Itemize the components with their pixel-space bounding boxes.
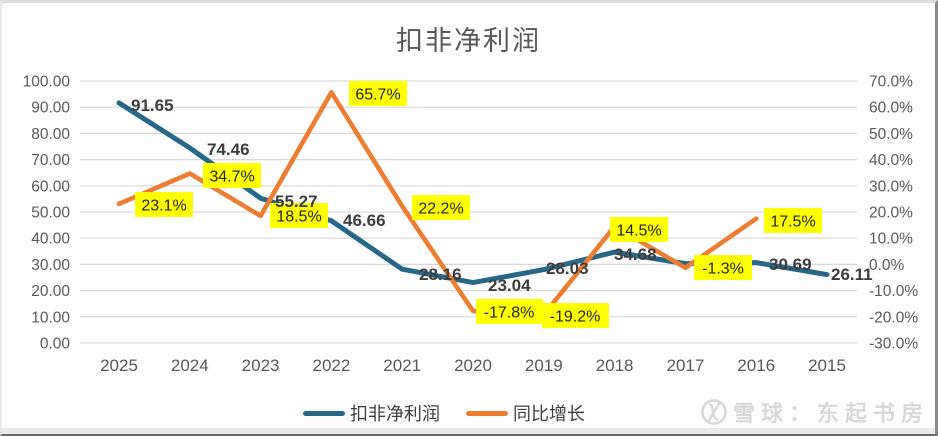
callout-label: 22.2% [418,201,463,218]
y2-axis-tick-label: 30.0% [869,178,913,195]
x-axis-tick-label: 2015 [808,356,846,375]
callout-label-bg [610,217,668,242]
data-label: 28.03 [546,259,589,278]
data-label: 26.11 [831,265,873,284]
x-axis-tick-label: 2025 [100,356,138,375]
callout-label-bg [412,195,470,220]
watermark-text: 雪球：东起书房 [732,401,929,426]
legend-label-net-profit: 扣非净利润 [350,404,440,424]
y2-axis-tick-label: -30.0% [869,336,918,353]
bottom-strip [2,428,935,434]
chart-title: 扣非净利润 [396,26,541,56]
y-axis-tick-label: 20.00 [31,283,70,300]
callout-label-bg [270,203,328,228]
legend-swatch-net-profit [303,410,345,416]
y2-axis-tick-label: 50.0% [869,126,913,143]
data-label: 46.66 [343,211,386,230]
y2-axis-tick-label: -20.0% [869,309,918,326]
y-axis-tick-label: 10.00 [31,309,70,326]
x-axis-tick-label: 2020 [454,356,492,375]
x-axis-tick-label: 2023 [242,356,280,375]
data-label: 34.68 [614,245,657,264]
x-axis-tick-label: 2017 [666,356,704,375]
y2-axis-tick-label: 60.0% [869,100,913,117]
x-axis-tick-label: 2024 [171,356,209,375]
y-axis-tick-label: 30.00 [31,257,70,274]
callout-label: 14.5% [616,223,661,240]
callout-label-bg [694,255,752,280]
xueqiu-logo-icon [701,399,727,425]
y-axis-tick-label: 50.00 [31,205,70,222]
data-label: 28.16 [419,265,462,284]
y-axis-tick-label: 90.00 [31,100,70,117]
callout-label: 18.5% [276,209,321,226]
callout-label-bg [542,303,609,328]
y2-axis-tick-label: 0.0% [869,257,905,274]
callout-label: 65.7% [355,87,400,104]
callout-label: -1.3% [702,261,744,278]
callout-label: 17.5% [770,214,815,231]
y-axis-tick-label: 0.00 [40,336,71,353]
callout-label-bg [135,192,193,217]
y2-axis-tick-label: 20.0% [869,205,913,222]
x-axis-tick-label: 2021 [383,356,421,375]
y-axis-tick-label: 70.00 [31,152,70,169]
data-label: 30.69 [769,255,812,274]
callout-label-bg [203,163,261,188]
callout-label: -17.8% [484,305,535,322]
x-axis-tick-label: 2022 [312,356,350,375]
watermark: 雪球：东起书房 [700,396,929,428]
y2-axis-tick-label: 70.0% [869,74,913,91]
callout-label: 23.1% [141,198,186,215]
x-axis-tick-label: 2019 [525,356,563,375]
callout-label-bg [476,299,543,324]
y2-axis-tick-label: 10.0% [869,231,913,248]
chart-plot-area: 100.00 70.0% 90.00 60.0% 80.00 50.0% 70.00 40.0… [23,74,919,376]
y-axis-tick-label: 80.00 [31,126,70,143]
x-axis-tick-label: 2016 [737,356,775,375]
data-label: 23.04 [488,276,531,295]
legend-swatch-yoy-growth [466,410,508,416]
y-axis-tick-label: 100.00 [23,74,71,91]
data-label: 74.46 [207,140,250,159]
callout-label-bg [349,81,407,106]
series-line-yoy-growth [116,90,759,318]
callout-label: 34.7% [209,169,254,186]
data-label: 55.27 [275,192,318,211]
y2-axis-tick-label: 40.0% [869,152,913,169]
legend-label-yoy-growth: 同比增长 [513,404,585,424]
y-axis-tick-label: 40.00 [31,231,70,248]
legend-item-yoy-growth: 同比增长 [466,400,585,426]
x-axis-tick-label: 2018 [596,356,634,375]
callout-label: -19.2% [550,309,601,326]
y2-axis-tick-label: -10.0% [869,283,918,300]
data-label: 91.65 [131,96,174,115]
y-axis-tick-label: 60.00 [31,178,70,195]
legend-item-net-profit: 扣非净利润 [303,400,440,426]
chart-legend: 扣非净利润 同比增长 [303,400,585,426]
callout-label-bg [764,208,822,233]
